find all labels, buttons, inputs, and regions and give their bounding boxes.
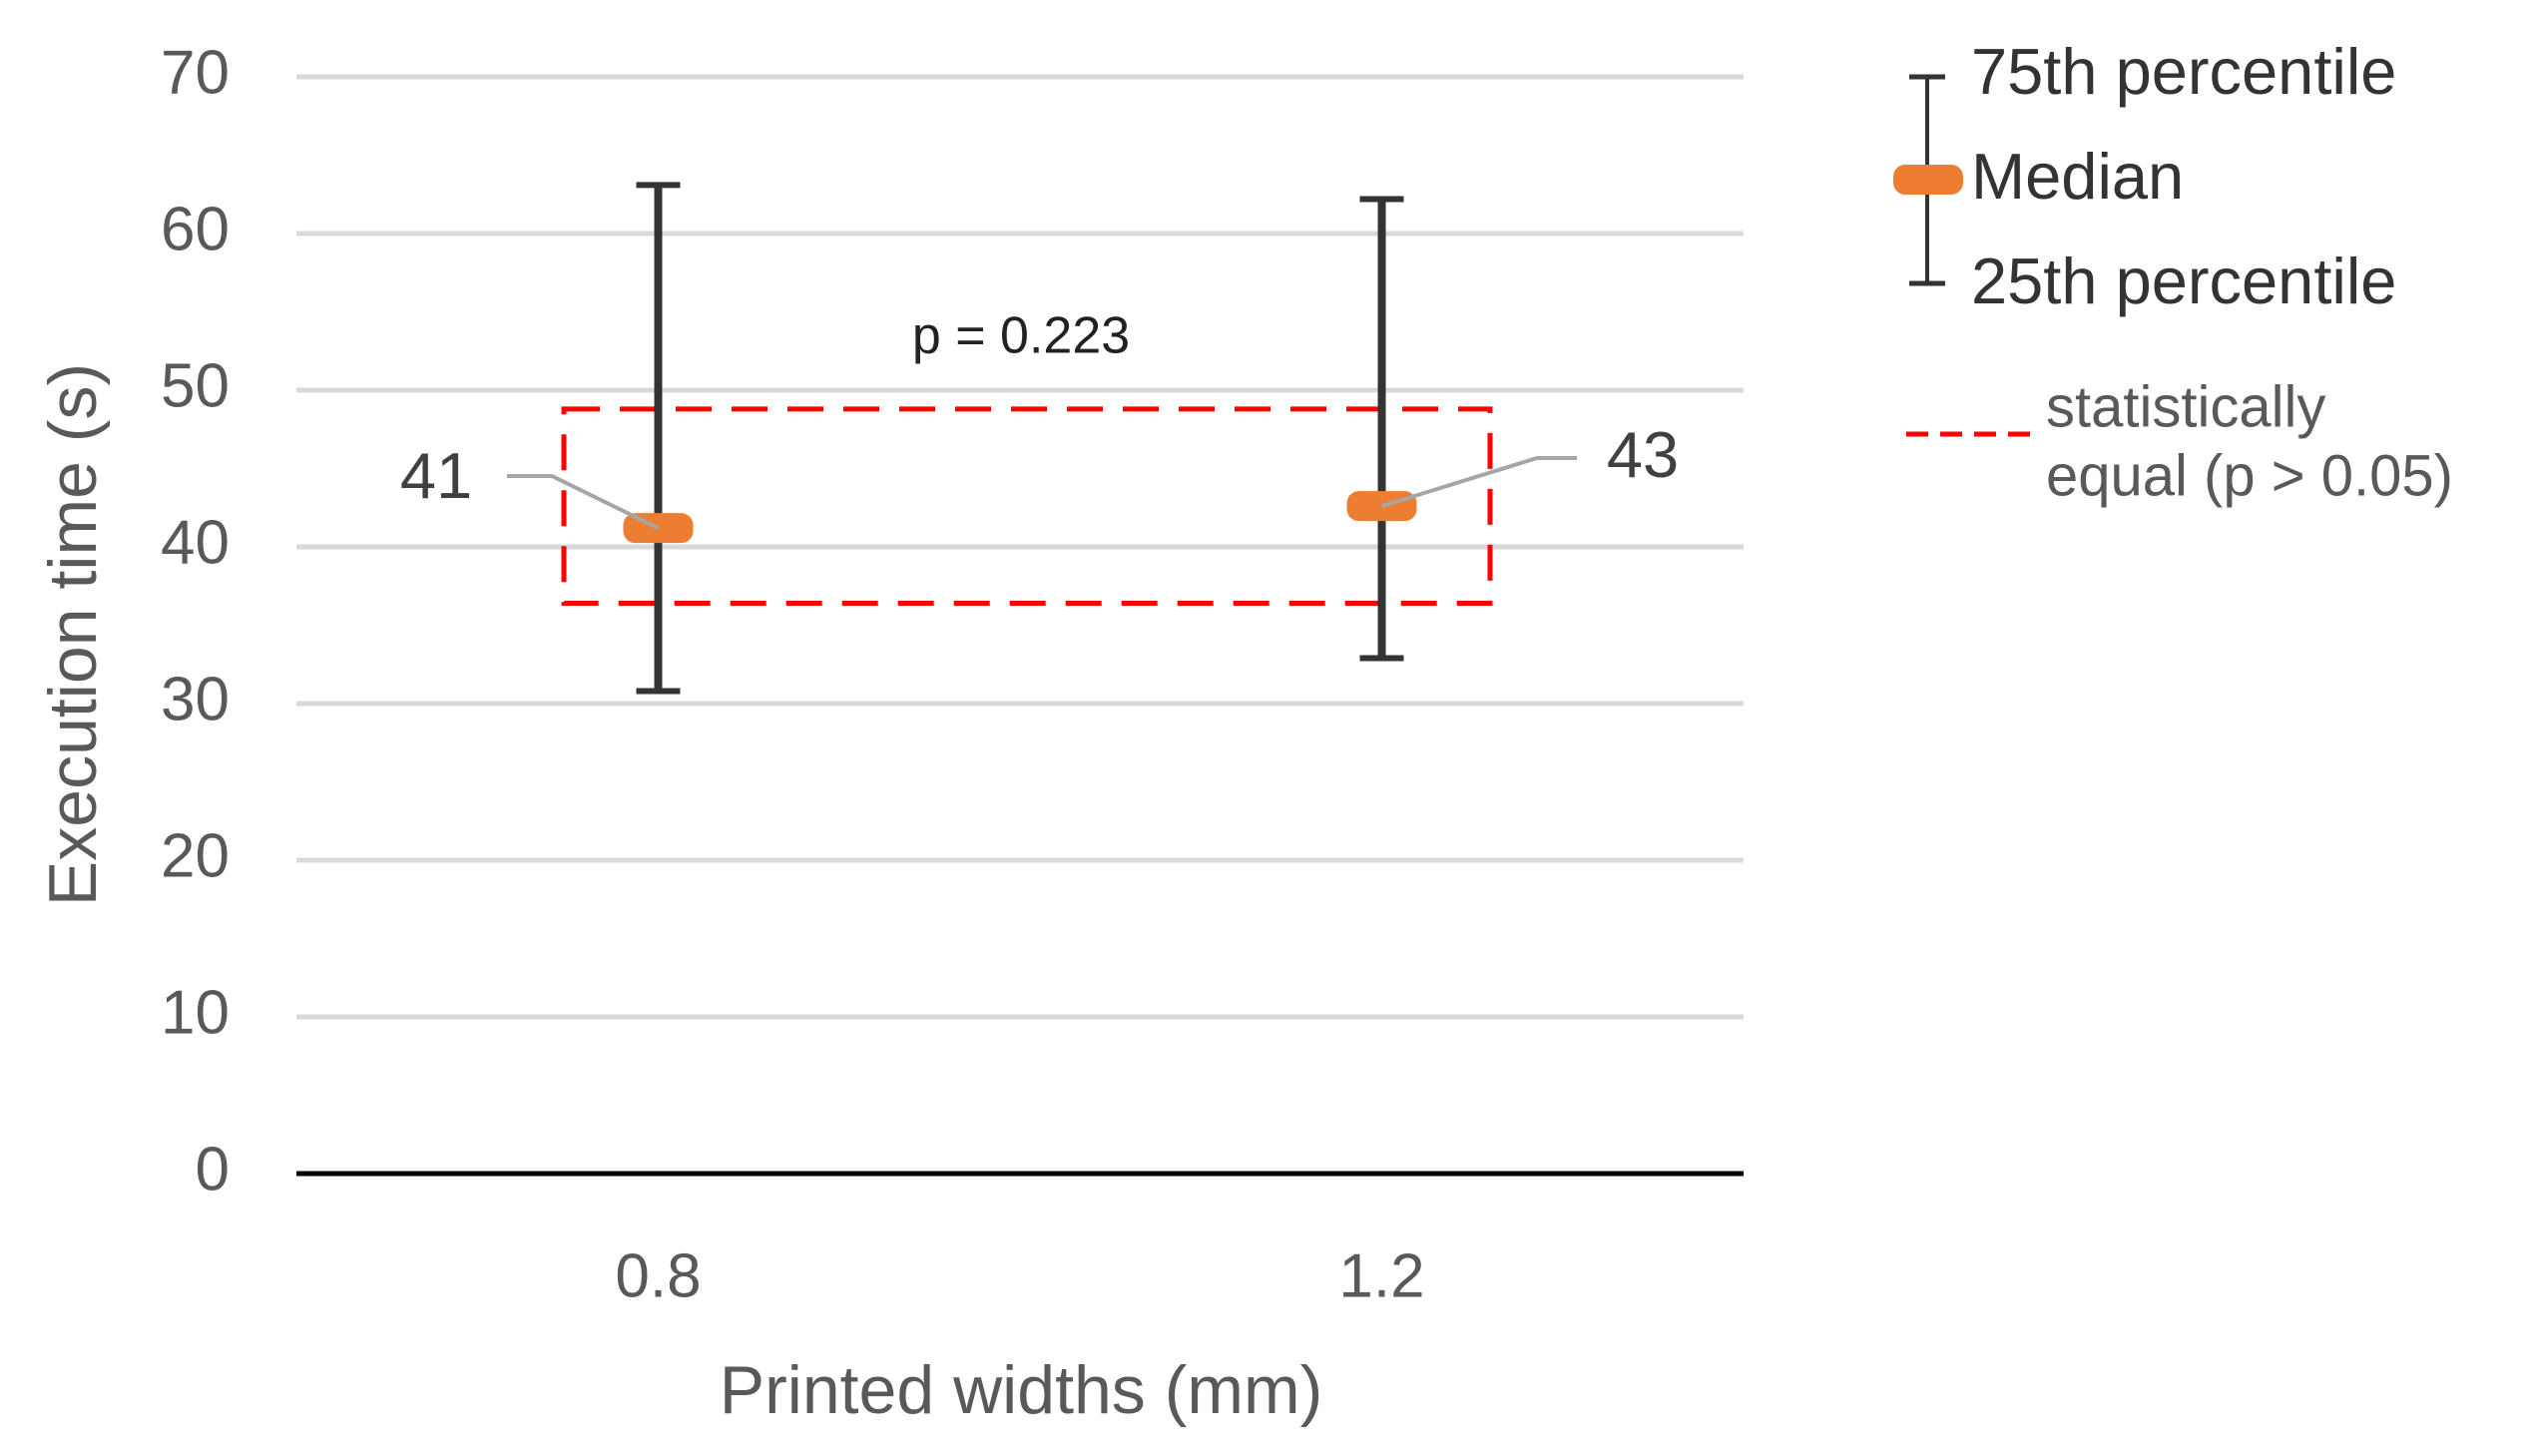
x-tick-label: 0.8 xyxy=(615,1241,701,1310)
p-value-annotation: p = 0.223 xyxy=(912,307,1130,365)
y-axis-title: Execution time (s) xyxy=(35,363,111,906)
legend-median xyxy=(1893,165,1963,195)
y-tick-label: 10 xyxy=(161,978,230,1047)
y-tick-label: 50 xyxy=(161,351,230,420)
y-tick-label: 60 xyxy=(161,195,230,263)
legend-label: statistically xyxy=(2046,374,2325,439)
leader-line xyxy=(507,474,660,530)
y-tick-label: 20 xyxy=(161,821,230,890)
leader-line xyxy=(1380,456,1577,509)
y-tick-label: 40 xyxy=(161,508,230,577)
data-label: 43 xyxy=(1607,418,1679,491)
y-tick-label: 30 xyxy=(161,665,230,733)
legend-label: 75th percentile xyxy=(1971,35,2396,108)
legend-label: 25th percentile xyxy=(1971,244,2396,317)
legend-label: equal (p > 0.05) xyxy=(2046,443,2453,508)
y-tick-label: 70 xyxy=(161,38,230,107)
x-axis-title: Printed widths (mm) xyxy=(720,1352,1323,1428)
x-tick-label: 1.2 xyxy=(1338,1241,1424,1310)
data-label: 41 xyxy=(400,439,472,512)
y-tick-label: 0 xyxy=(196,1135,230,1204)
equal-region-box xyxy=(561,406,1493,607)
legend-label: Median xyxy=(1971,140,2184,213)
